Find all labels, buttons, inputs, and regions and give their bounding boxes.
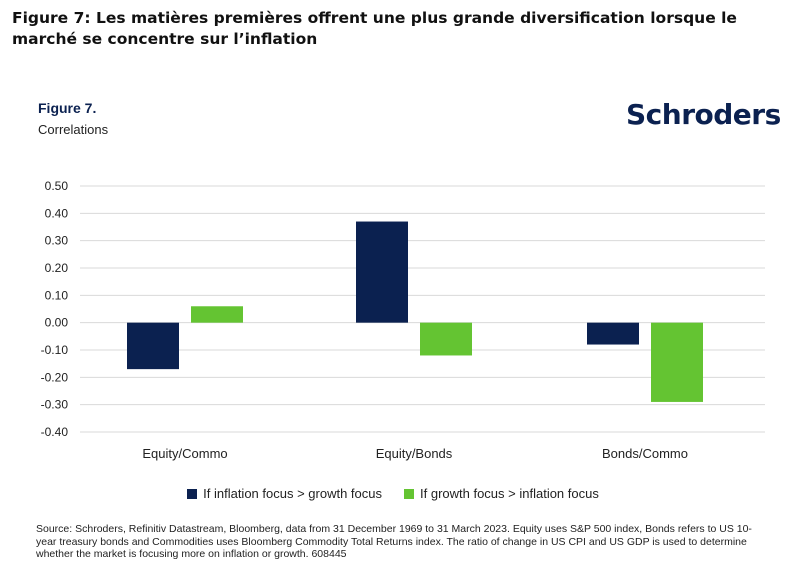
y-tick-label: 0.10 (45, 288, 69, 302)
y-tick-label: 0.00 (45, 316, 69, 330)
bar-inflation (356, 221, 408, 323)
y-tick-label: -0.20 (41, 370, 69, 384)
brand-logo: Schroders (626, 98, 781, 131)
y-tick-label: -0.30 (41, 398, 69, 412)
figure-label: Figure 7. (38, 100, 97, 116)
figure-subtitle: Correlations (38, 122, 109, 137)
y-tick-label: 0.20 (45, 261, 69, 275)
y-tick-label: -0.40 (41, 425, 69, 439)
legend-swatch-growth (404, 488, 414, 499)
legend: If inflation focus > growth focus If gro… (0, 486, 786, 501)
bar-growth (420, 322, 472, 356)
page-title: Figure 7: Les matières premières offrent… (12, 9, 737, 48)
legend-item-growth: If growth focus > inflation focus (404, 486, 599, 501)
legend-item-inflation: If inflation focus > growth focus (187, 486, 382, 501)
legend-label-growth: If growth focus > inflation focus (420, 486, 599, 501)
y-tick-label: 0.50 (45, 179, 69, 193)
bar-growth (191, 306, 243, 323)
x-category-label: Equity/Bonds (376, 446, 453, 461)
bar-chart: 0.50 0.40 0.30 0.20 0.10 0.00 -0.10 -0.20 -0.30 -… (41, 179, 765, 461)
y-tick-label: 0.40 (45, 206, 69, 220)
y-tick-label: -0.10 (41, 343, 69, 357)
source-note: Source: Schroders, Refinitiv Datastream,… (36, 523, 752, 560)
bar-inflation (127, 322, 179, 370)
legend-swatch-inflation (187, 488, 198, 499)
bar-inflation (587, 322, 639, 345)
legend-label-inflation: If inflation focus > growth focus (203, 486, 382, 501)
y-tick-label: 0.30 (45, 234, 69, 248)
x-category-label: Bonds/Commo (602, 446, 688, 461)
x-category-label: Equity/Commo (142, 446, 227, 461)
bar-growth (651, 322, 703, 402)
